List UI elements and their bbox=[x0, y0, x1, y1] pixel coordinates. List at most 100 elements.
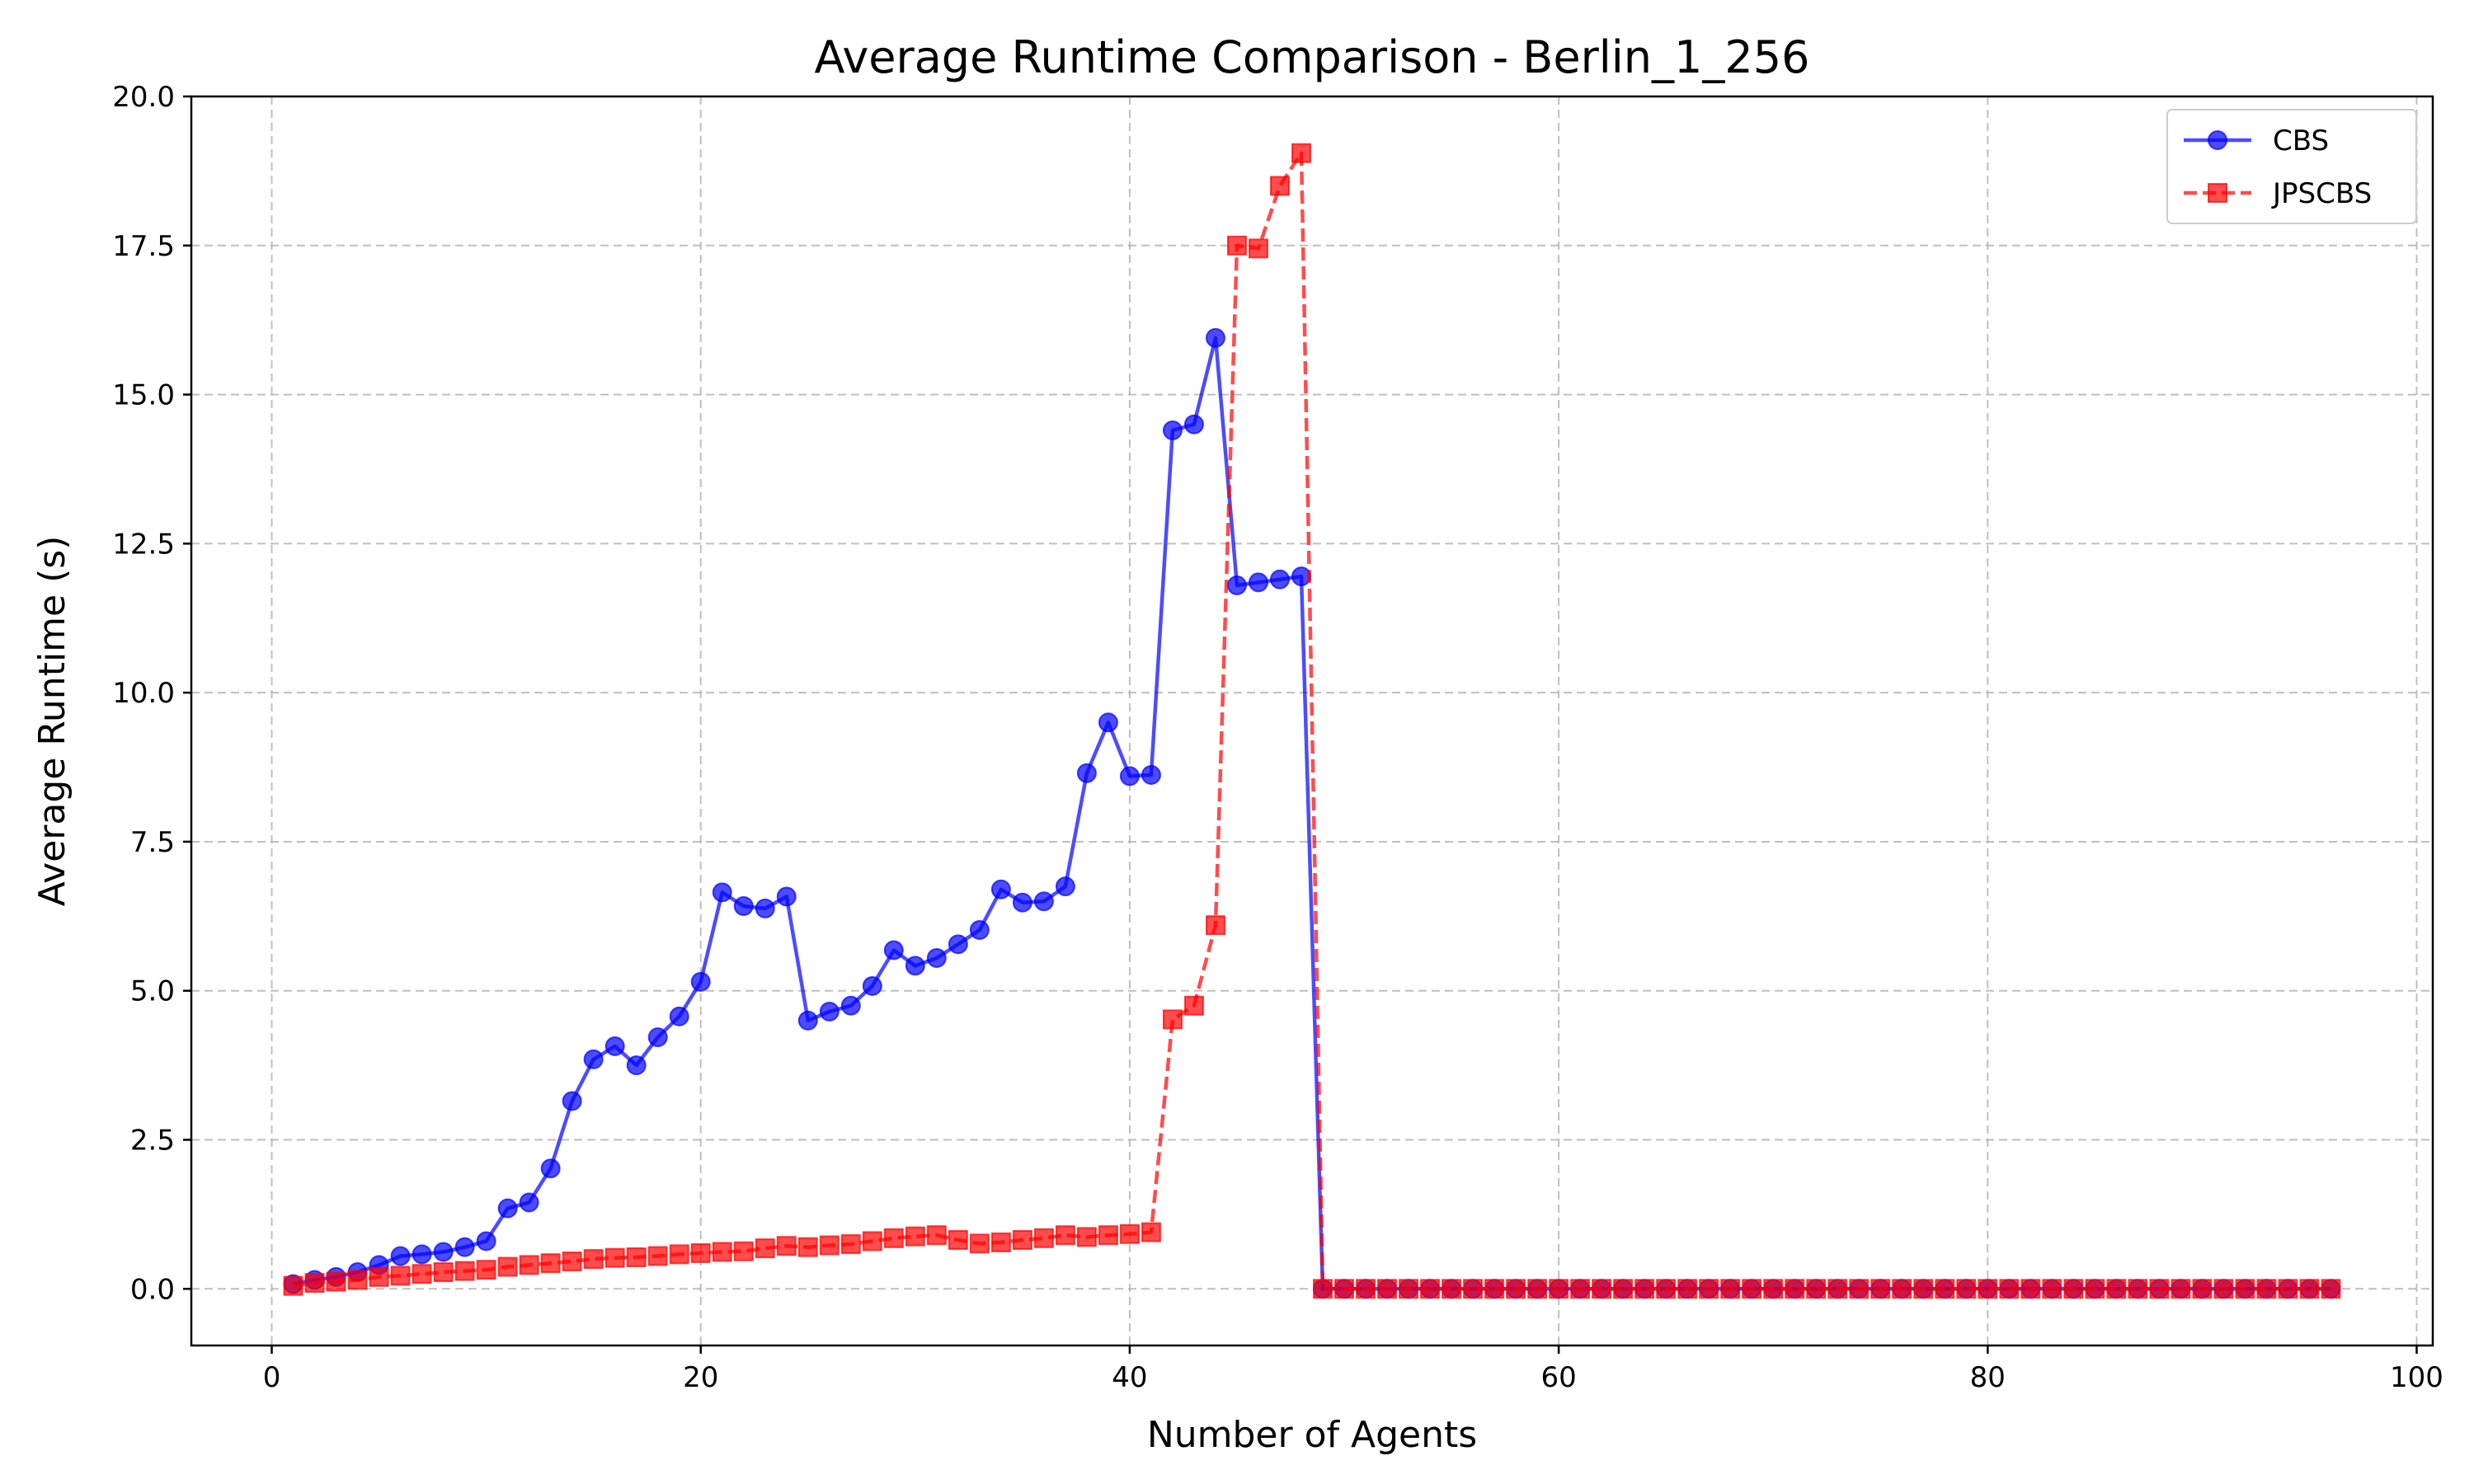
data-point-jpscbs bbox=[1827, 1279, 1848, 1299]
data-point-cbs bbox=[862, 975, 882, 996]
data-point-cbs bbox=[1269, 569, 1290, 589]
data-point-jpscbs bbox=[926, 1225, 947, 1246]
data-point-cbs bbox=[1205, 327, 1225, 348]
data-point-cbs bbox=[583, 1049, 604, 1069]
data-point-jpscbs bbox=[497, 1256, 518, 1277]
y-tick-label: 10.0 bbox=[112, 677, 175, 710]
y-tick-label: 15.0 bbox=[112, 379, 175, 412]
series-line-jpscbs bbox=[293, 151, 2331, 1291]
data-point-jpscbs bbox=[1527, 1279, 1548, 1299]
data-point-jpscbs bbox=[1119, 1223, 1140, 1244]
data-point-jpscbs bbox=[2171, 1279, 2191, 1299]
axis-ticks: 0 20 40 60 80 100 0.0 2.5 5.0 7.5 10.0 12.5 15.0 17.5… bbox=[112, 81, 2443, 1394]
data-point-jpscbs bbox=[2321, 1279, 2341, 1299]
data-point-jpscbs bbox=[1012, 1230, 1032, 1251]
data-point-jpscbs bbox=[1055, 1225, 1075, 1246]
data-point-jpscbs bbox=[540, 1253, 561, 1274]
data-point-cbs bbox=[690, 971, 711, 992]
data-point-jpscbs bbox=[454, 1261, 475, 1281]
data-point-jpscbs bbox=[819, 1235, 840, 1256]
data-point-jpscbs bbox=[1870, 1279, 1891, 1299]
data-point-jpscbs bbox=[2192, 1279, 2213, 1299]
data-point-jpscbs bbox=[1999, 1279, 2020, 1299]
series-cbs bbox=[283, 327, 2341, 1299]
x-axis-title: Number of Agents bbox=[1147, 1414, 1477, 1456]
data-point-jpscbs bbox=[647, 1246, 668, 1266]
data-point-jpscbs bbox=[1892, 1279, 1912, 1299]
data-point-cbs bbox=[1055, 876, 1075, 897]
data-point-cbs bbox=[626, 1055, 647, 1076]
data-point-jpscbs bbox=[2278, 1279, 2298, 1299]
data-point-cbs bbox=[1098, 712, 1118, 733]
legend-marker bbox=[2208, 183, 2227, 203]
data-point-cbs bbox=[733, 896, 754, 917]
data-point-jpscbs bbox=[755, 1238, 775, 1259]
y-tick-label: 2.5 bbox=[130, 1125, 175, 1158]
data-point-cbs bbox=[969, 919, 990, 940]
data-point-cbs bbox=[883, 940, 904, 960]
data-point-cbs bbox=[1033, 891, 1054, 912]
data-point-jpscbs bbox=[990, 1232, 1011, 1252]
data-point-jpscbs bbox=[519, 1255, 539, 1275]
data-point-jpscbs bbox=[1098, 1225, 1118, 1246]
data-point-cbs bbox=[454, 1237, 475, 1257]
data-point-jpscbs bbox=[733, 1241, 754, 1261]
data-point-jpscbs bbox=[2020, 1279, 2041, 1299]
data-point-cbs bbox=[412, 1244, 432, 1265]
y-axis-title: Average Runtime (s) bbox=[31, 536, 73, 907]
legend-label: JPSCBS bbox=[2271, 177, 2372, 210]
data-point-jpscbs bbox=[712, 1242, 732, 1262]
legend-item-jpscbs: JPSCBS bbox=[2184, 177, 2372, 210]
data-point-jpscbs bbox=[1377, 1279, 1398, 1299]
data-point-jpscbs bbox=[1699, 1279, 1719, 1299]
data-point-cbs bbox=[1183, 414, 1204, 434]
series-jpscbs bbox=[283, 143, 2341, 1299]
data-point-jpscbs bbox=[797, 1237, 818, 1257]
data-point-jpscbs bbox=[969, 1233, 990, 1254]
data-point-jpscbs bbox=[2042, 1279, 2062, 1299]
data-point-jpscbs bbox=[347, 1270, 368, 1290]
data-point-jpscbs bbox=[1033, 1228, 1054, 1248]
data-point-jpscbs bbox=[948, 1230, 968, 1251]
data-point-cbs bbox=[905, 956, 925, 976]
data-point-jpscbs bbox=[1226, 235, 1247, 256]
data-point-jpscbs bbox=[562, 1252, 582, 1272]
data-point-jpscbs bbox=[1656, 1279, 1677, 1299]
data-point-jpscbs bbox=[1549, 1279, 1569, 1299]
data-point-jpscbs bbox=[2256, 1279, 2277, 1299]
y-tick-label: 17.5 bbox=[112, 230, 175, 263]
data-point-cbs bbox=[926, 947, 947, 968]
data-point-jpscbs bbox=[583, 1249, 604, 1270]
data-point-jpscbs bbox=[1592, 1279, 1612, 1299]
data-point-cbs bbox=[712, 882, 732, 903]
data-point-cbs bbox=[797, 1010, 818, 1031]
data-point-cbs bbox=[990, 879, 1011, 899]
data-point-cbs bbox=[540, 1158, 561, 1179]
data-point-jpscbs bbox=[1720, 1279, 1741, 1299]
data-point-cbs bbox=[497, 1198, 518, 1219]
data-point-jpscbs bbox=[1806, 1279, 1827, 1299]
data-point-jpscbs bbox=[1183, 995, 1204, 1016]
data-point-jpscbs bbox=[1313, 1279, 1333, 1299]
data-point-cbs bbox=[1076, 763, 1097, 783]
data-point-cbs bbox=[776, 886, 797, 907]
data-point-cbs bbox=[390, 1246, 411, 1266]
data-point-jpscbs bbox=[1291, 143, 1311, 163]
x-tick-label: 100 bbox=[2390, 1361, 2443, 1394]
data-point-cbs bbox=[840, 995, 861, 1016]
data-point-jpscbs bbox=[604, 1247, 625, 1268]
data-point-jpscbs bbox=[1356, 1279, 1376, 1299]
data-point-jpscbs bbox=[2085, 1279, 2105, 1299]
data-point-jpscbs bbox=[2235, 1279, 2255, 1299]
legend-label: CBS bbox=[2273, 124, 2329, 157]
data-point-jpscbs bbox=[1677, 1279, 1698, 1299]
legend: CBS JPSCBS bbox=[2166, 109, 2417, 224]
data-point-cbs bbox=[519, 1192, 539, 1213]
x-tick-label: 80 bbox=[1970, 1361, 2006, 1394]
data-point-jpscbs bbox=[1205, 915, 1225, 936]
y-tick-label: 20.0 bbox=[112, 81, 175, 114]
data-point-jpscbs bbox=[905, 1226, 925, 1247]
data-point-cbs bbox=[669, 1006, 689, 1026]
